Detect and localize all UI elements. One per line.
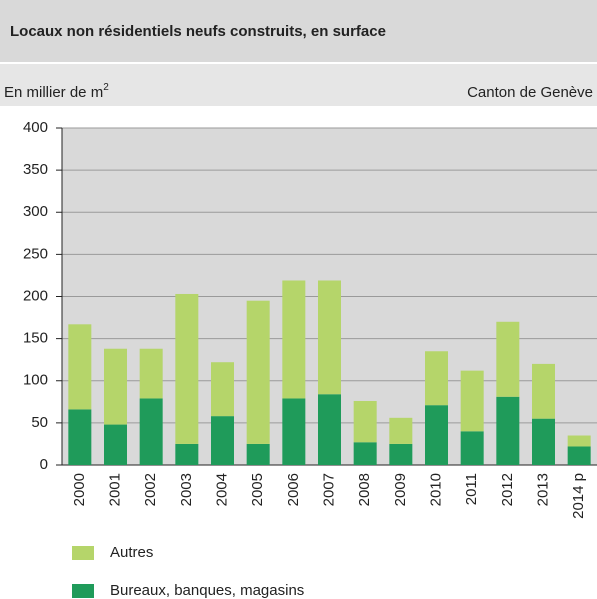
bar-segment (139, 348, 163, 399)
x-tick-label: 2001 (106, 473, 123, 506)
x-tick-label: 2010 (427, 473, 444, 506)
bar-segment (68, 409, 92, 465)
x-tick-label: 2012 (499, 473, 516, 506)
bar-segment (460, 370, 484, 432)
bar-segment (318, 280, 341, 395)
bar-segment (532, 363, 555, 419)
legend-label: Autres (110, 544, 153, 561)
bar-segment (389, 443, 413, 465)
y-unit-text: En millier de m (4, 84, 103, 101)
y-tick-label: 350 (23, 161, 48, 178)
y-tick-label: 400 (23, 119, 48, 136)
x-tick-label: 2009 (392, 473, 409, 506)
x-tick-label: 2002 (142, 473, 159, 506)
y-tick-label: 200 (23, 287, 48, 304)
x-tick-label: 2004 (213, 473, 230, 506)
bar-segment (567, 446, 591, 465)
bar-segment (104, 424, 127, 465)
bar-segment (282, 398, 306, 465)
bar-segment (496, 396, 520, 465)
bar-segment (211, 362, 234, 417)
bar-segment (460, 431, 484, 465)
bar-segment (353, 442, 377, 465)
bar-segment (104, 348, 127, 425)
x-tick-label: 2013 (534, 473, 551, 506)
x-tick-label: 2003 (178, 473, 195, 506)
source: Canton de Genève (467, 84, 593, 101)
header-band (0, 0, 597, 62)
x-tick-label: 2005 (249, 473, 266, 506)
bar-segment (68, 324, 92, 410)
y-unit: En millier de m2 (4, 82, 109, 101)
bar-segment (567, 435, 591, 447)
bar-segment (211, 416, 234, 465)
bar-segment (282, 280, 306, 399)
y-tick-label: 50 (31, 414, 48, 431)
bar-segment (175, 443, 199, 465)
legend-label: Bureaux, banques, magasins (110, 582, 304, 599)
y-tick-label: 300 (23, 203, 48, 220)
bar-segment (389, 417, 413, 444)
y-tick-label: 100 (23, 372, 48, 389)
bar-segment (175, 293, 199, 444)
x-tick-label: 2000 (71, 473, 88, 506)
bar-segment (425, 405, 448, 465)
x-tick-label: 2007 (320, 473, 337, 506)
legend-swatch (72, 546, 94, 560)
x-tick-label: 2014 p (570, 473, 587, 519)
y-unit-sup: 2 (103, 82, 109, 93)
bar-segment (353, 400, 377, 443)
bar-segment (532, 418, 555, 465)
y-tick-label: 250 (23, 245, 48, 262)
bar-segment (246, 443, 270, 465)
y-tick-label: 0 (40, 456, 48, 473)
bar-segment (318, 394, 341, 465)
subheader-band (0, 64, 597, 106)
x-tick-label: 2011 (463, 473, 480, 505)
x-tick-label: 2006 (285, 473, 302, 506)
bar-segment (496, 321, 520, 397)
legend-swatch (72, 584, 94, 598)
y-tick-label: 150 (23, 330, 48, 347)
bar-segment (139, 398, 163, 465)
chart-title: Locaux non résidentiels neufs construits… (10, 23, 386, 40)
bar-segment (246, 300, 270, 444)
bar-segment (425, 351, 448, 406)
x-tick-label: 2008 (356, 473, 373, 506)
